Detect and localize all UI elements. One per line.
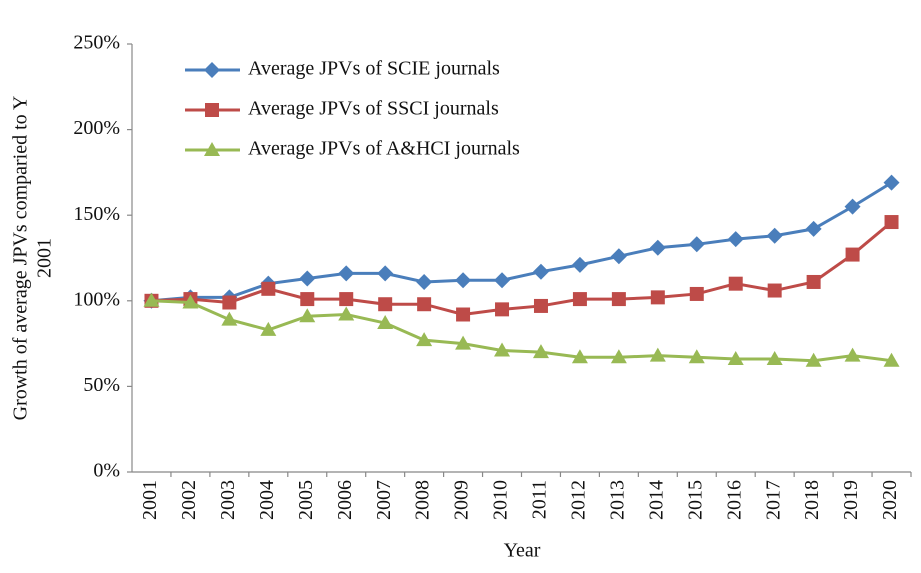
x-tick-label: 2009 [451, 480, 473, 520]
y-tick-label: 100% [73, 288, 120, 310]
x-tick-label: 2015 [684, 480, 706, 520]
marker [377, 265, 394, 282]
y-axis-label: Growth of average JPVs comparied to Y [10, 96, 32, 421]
x-tick-label: 2016 [723, 480, 745, 520]
x-tick-label: 2020 [879, 480, 901, 520]
marker [844, 347, 861, 362]
marker [222, 295, 237, 310]
marker [611, 292, 626, 307]
marker [260, 321, 277, 336]
marker [339, 292, 354, 307]
marker [688, 349, 705, 364]
marker [767, 283, 782, 298]
x-tick-label: 2005 [295, 480, 317, 520]
marker [649, 347, 666, 362]
marker [455, 335, 472, 350]
legend-label: Average JPVs of SSCI journals [248, 98, 499, 120]
marker [883, 174, 900, 191]
marker [610, 349, 627, 364]
x-tick-label: 2006 [334, 480, 356, 520]
marker [299, 308, 316, 323]
marker [338, 265, 355, 282]
marker [533, 298, 548, 313]
series-line [151, 299, 892, 363]
x-tick-label: 2003 [217, 480, 239, 520]
x-axis-label: Year [504, 540, 541, 562]
marker [338, 306, 355, 321]
marker [572, 292, 587, 307]
marker [650, 290, 665, 305]
marker [300, 292, 315, 307]
marker [610, 248, 627, 265]
y-tick-label: 150% [73, 203, 120, 225]
x-tick-label: 2007 [373, 480, 395, 520]
marker [727, 351, 744, 366]
marker [261, 281, 276, 296]
marker [204, 62, 220, 78]
marker [766, 351, 783, 366]
marker [766, 227, 783, 244]
marker [532, 263, 549, 280]
marker [883, 352, 900, 367]
x-tick-label: 2014 [645, 480, 667, 520]
x-tick-label: 2012 [568, 480, 590, 520]
marker [494, 342, 511, 357]
marker [416, 332, 433, 347]
x-tick-label: 2013 [606, 480, 628, 520]
marker [377, 315, 394, 330]
y-axis-label: 2001 [34, 238, 56, 278]
marker [649, 239, 666, 256]
marker [455, 272, 472, 289]
marker [182, 294, 199, 309]
marker [204, 142, 220, 156]
marker [416, 273, 433, 290]
marker [845, 247, 860, 262]
marker [728, 276, 743, 291]
y-tick-label: 0% [93, 460, 120, 482]
marker [532, 344, 549, 359]
x-tick-label: 2017 [762, 480, 784, 520]
x-tick-label: 2004 [256, 480, 278, 520]
marker [417, 297, 432, 312]
marker [727, 231, 744, 248]
marker [378, 297, 393, 312]
legend-label: Average JPVs of SCIE journals [248, 58, 500, 80]
marker [884, 215, 899, 230]
marker [299, 270, 316, 287]
y-tick-label: 250% [73, 32, 120, 54]
marker [221, 311, 238, 326]
marker [689, 286, 704, 301]
marker [571, 256, 588, 273]
marker [495, 302, 510, 317]
marker [571, 349, 588, 364]
x-tick-label: 2011 [529, 480, 551, 519]
x-tick-label: 2001 [139, 480, 161, 520]
marker [494, 272, 511, 289]
marker [688, 236, 705, 253]
marker [805, 220, 822, 237]
x-tick-label: 2018 [801, 480, 823, 520]
x-tick-label: 2002 [178, 480, 200, 520]
marker [456, 307, 471, 322]
x-tick-label: 2019 [840, 480, 862, 520]
x-tick-label: 2008 [412, 480, 434, 520]
y-tick-label: 200% [73, 117, 120, 139]
marker [205, 103, 219, 117]
x-tick-label: 2010 [490, 480, 512, 520]
legend-label: Average JPVs of A&HCI journals [248, 138, 520, 160]
marker [844, 198, 861, 215]
marker [143, 292, 160, 307]
y-tick-label: 50% [83, 374, 120, 396]
marker [805, 352, 822, 367]
marker [806, 274, 821, 289]
